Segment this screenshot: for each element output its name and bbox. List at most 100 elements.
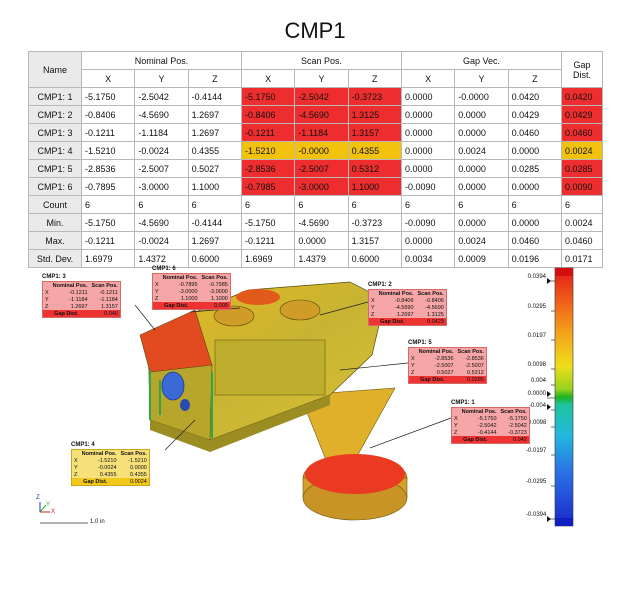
table-cell: 6 xyxy=(454,195,509,214)
table-cell: -5.1750 xyxy=(80,87,136,106)
table-cell: 0.0285 xyxy=(507,159,563,178)
callout-value: -0.8406 xyxy=(394,297,414,304)
table-cell: -4.5690 xyxy=(294,105,349,124)
callout-col-header: Nominal Pos. xyxy=(418,348,454,355)
callout-col-header: Scan Pos. xyxy=(201,274,228,281)
table-cell: -0.3723 xyxy=(347,213,402,232)
callout-value: -5.1750 xyxy=(477,415,497,422)
sub-header-4: Y xyxy=(294,69,349,88)
group-header-scan: Scan Pos. xyxy=(240,51,402,70)
table-row: CMP1: 2 -0.8406 -4.5690 1.2697 -0.8406 -4.569… xyxy=(28,105,603,124)
table-cell: 0.0024 xyxy=(454,231,509,250)
callout-axis-label: Y xyxy=(155,288,159,295)
table-cell: -2.5007 xyxy=(134,159,189,178)
table-cell: -1.1184 xyxy=(294,123,349,142)
sub-header-8: Z xyxy=(507,69,563,88)
axis-label-y: Y xyxy=(46,502,51,508)
sub-header-3: X xyxy=(240,69,296,88)
callout-gap-label: Gap Dist. xyxy=(71,478,119,486)
table-cell: 1.2697 xyxy=(187,123,242,142)
table-cell: 0.0024 xyxy=(454,141,509,160)
callout-2[interactable]: CMP1: 6 Nominal Pos. Scan Pos. X -0.7895 -0.7… xyxy=(152,266,231,310)
table-cell: 0.0460 xyxy=(507,231,563,250)
table-cell: 0.0285 xyxy=(561,159,603,178)
callout-title: CMP1: 3 xyxy=(42,274,66,280)
axis-label-x: X xyxy=(51,509,56,515)
table-cell: 0.6000 xyxy=(347,249,402,268)
table-cell: 6 xyxy=(507,195,563,214)
callout-value: 1.3125 xyxy=(426,311,444,318)
callout-value: -1.1184 xyxy=(99,296,118,303)
callout-axis-label: Z xyxy=(411,369,415,376)
callout-gap-label: Gap Dist. xyxy=(368,318,416,326)
callout-value: 1.2697 xyxy=(70,303,88,310)
callout-1[interactable]: CMP1: 3 Nominal Pos. Scan Pos. X -0.1211 -0.1… xyxy=(42,274,121,318)
table-cell: 1.3157 xyxy=(347,231,402,250)
3d-viewport[interactable]: Z Y X 1.0 in 0.0394 0.0295 0.0197 0.0098 0.0… xyxy=(0,262,630,600)
row-name: Min. xyxy=(28,213,82,232)
group-header-gap-vec: Gap Vec. xyxy=(400,51,563,70)
table-cell: 0.4355 xyxy=(187,141,242,160)
callout-title: CMP1: 1 xyxy=(451,400,475,406)
callout-gap-value: 0.009 xyxy=(199,302,231,310)
callout-axis-label: Z xyxy=(371,311,375,318)
table-cell: -2.8536 xyxy=(240,159,296,178)
callout-value: 0.5312 xyxy=(466,369,484,376)
table-cell: 0.0000 xyxy=(400,159,456,178)
sub-header-6: X xyxy=(400,69,456,88)
table-cell: 0.0000 xyxy=(400,231,456,250)
page-title: CMP1 xyxy=(284,18,346,43)
table-cell: -2.5042 xyxy=(134,87,189,106)
callout-5[interactable]: CMP1: 1 Nominal Pos. Scan Pos. X -5.1750 -5.1… xyxy=(451,400,530,444)
callout-value: -2.5042 xyxy=(508,422,527,429)
table-cell: -0.0000 xyxy=(454,87,509,106)
callout-gap-label: Gap Dist. xyxy=(152,302,200,310)
callout-value: -2.8536 xyxy=(465,355,484,362)
table-row: CMP1: 5 -2.8536 -2.5007 0.5027 -2.8536 -2.500… xyxy=(28,159,603,178)
name-header: Name xyxy=(28,51,82,88)
callout-gap-label: Gap Dist. xyxy=(408,376,456,384)
callout-gap-value: 0.0429 xyxy=(415,318,447,326)
callout-value: 0.4355 xyxy=(99,471,117,478)
table-cell: 0.0460 xyxy=(507,123,563,142)
callout-col-header: Scan Pos. xyxy=(457,348,484,355)
callout-axis-label: X xyxy=(74,457,78,464)
colorbar-tick-label: -0.0197 xyxy=(526,448,547,454)
table-row: Max. -0.1211 -0.0024 1.2697 -0.1211 0.0000 1.3… xyxy=(28,231,603,250)
callout-axis-label: Z xyxy=(155,295,159,302)
callout-title: CMP1: 4 xyxy=(71,442,95,448)
table-cell: 0.0000 xyxy=(294,231,349,250)
table-cell: 6 xyxy=(294,195,349,214)
callout-4[interactable]: CMP1: 5 Nominal Pos. Scan Pos. X -2.8536 -2.8… xyxy=(408,340,487,384)
table-cell: 0.0171 xyxy=(561,249,603,268)
table-cell: 0.0460 xyxy=(561,231,603,250)
row-name: CMP1: 2 xyxy=(28,105,82,124)
callout-table: Nominal Pos. Scan Pos. X -0.1211 -0.1211 Y -1.… xyxy=(42,281,121,318)
callout-value: 0.4355 xyxy=(129,471,147,478)
table-cell: -0.4144 xyxy=(187,87,242,106)
table-cell: -0.7985 xyxy=(240,177,296,196)
comparison-table: Name Nominal Pos. Scan Pos. Gap Vec. Gap… xyxy=(28,51,603,268)
table-cell: -0.8406 xyxy=(240,105,296,124)
table-cell: -2.5042 xyxy=(294,87,349,106)
callout-axis-label: X xyxy=(371,297,375,304)
table-row: Min. -5.1750 -4.5690 -0.4144 -5.1750 -4.5690-… xyxy=(28,213,603,232)
row-name: CMP1: 3 xyxy=(28,123,82,142)
table-cell: -0.0024 xyxy=(134,231,189,250)
callout-value: -0.1211 xyxy=(69,289,88,296)
callout-value: 1.1000 xyxy=(180,295,198,302)
color-scale-bar xyxy=(554,267,574,527)
colorbar-tick-label: -0.0394 xyxy=(526,512,547,518)
callout-value: 1.1000 xyxy=(210,295,228,302)
axis-label-z: Z xyxy=(36,495,40,501)
callout-6[interactable]: CMP1: 4 Nominal Pos. Scan Pos. X -1.5210 -1.5… xyxy=(71,442,150,486)
callout-value: -0.8406 xyxy=(425,297,444,304)
table-cell: -0.7895 xyxy=(80,177,136,196)
table-cell: -0.1211 xyxy=(80,231,136,250)
callout-title: CMP1: 5 xyxy=(408,340,432,346)
table-cell: 0.0024 xyxy=(561,141,603,160)
table-cell: 0.0420 xyxy=(561,87,603,106)
table-cell: 0.0034 xyxy=(400,249,456,268)
callout-3[interactable]: CMP1: 2 Nominal Pos. Scan Pos. X -0.8406 -0.8… xyxy=(368,282,447,326)
table-cell: 0.0024 xyxy=(561,213,603,232)
